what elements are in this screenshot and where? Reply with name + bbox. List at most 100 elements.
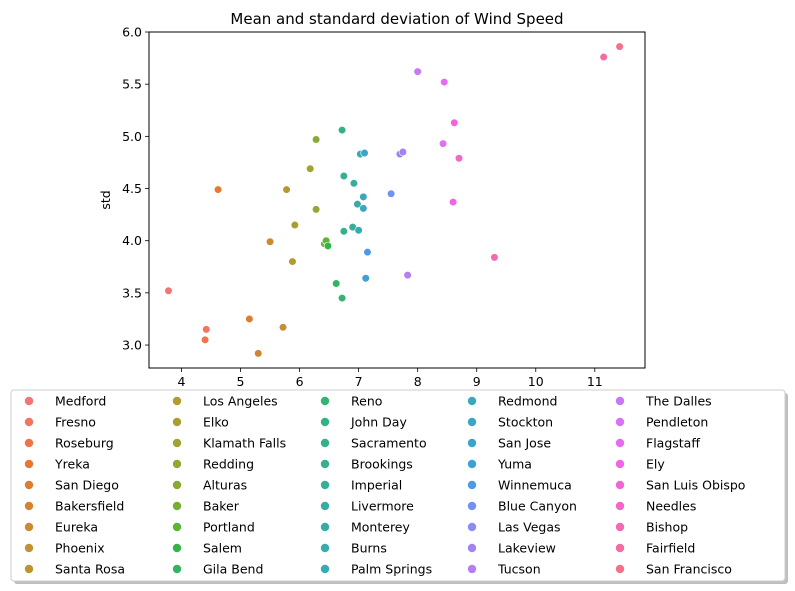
legend-label: Redding (203, 457, 254, 472)
legend-label: Los Angeles (203, 394, 278, 409)
y-tick-label: 4.0 (122, 233, 142, 248)
data-point (359, 192, 368, 201)
legend-label: Imperial (351, 478, 402, 493)
legend-marker (172, 522, 182, 532)
data-point (164, 286, 173, 295)
data-point (386, 189, 396, 198)
legend-label: Portland (203, 520, 255, 535)
legend-marker (172, 417, 182, 427)
legend-marker (172, 438, 182, 448)
y-tick-label: 3.0 (122, 338, 142, 353)
plot-area (148, 31, 646, 369)
legend-marker (320, 417, 330, 427)
legend-label: Blue Canyon (498, 499, 577, 514)
legend-marker (467, 417, 477, 427)
legend-label: Flagstaff (646, 436, 700, 451)
legend-label: John Day (350, 415, 407, 430)
data-point (413, 67, 422, 76)
data-point (323, 241, 333, 251)
legend-label: San Francisco (646, 562, 732, 577)
legend-marker (467, 564, 477, 574)
legend-marker (24, 438, 34, 448)
data-point (245, 314, 254, 324)
legend-marker (615, 564, 625, 574)
legend-marker (467, 501, 477, 511)
data-point (599, 52, 608, 62)
legend-marker (24, 564, 34, 574)
data-point (361, 274, 370, 283)
data-point (278, 323, 288, 332)
legend-label: Salem (203, 541, 242, 556)
legend-marker (615, 480, 625, 490)
legend-label: Fresno (55, 415, 96, 430)
data-point (403, 271, 412, 280)
data-point (337, 293, 347, 303)
legend-label: Monterey (351, 520, 411, 535)
legend-label: Redmond (498, 394, 557, 409)
legend-label: Phoenix (55, 541, 105, 556)
data-point (288, 257, 297, 266)
legend-label: Burns (351, 541, 387, 556)
data-point (354, 226, 363, 235)
data-point (312, 135, 321, 144)
x-tick-label: 8 (414, 374, 422, 389)
legend-label: The Dalles (645, 394, 712, 409)
legend-marker (467, 459, 477, 469)
legend-label: Yreka (54, 457, 90, 472)
legend-marker (467, 438, 477, 448)
legend-label: San Jose (498, 436, 551, 451)
y-axis-label: std (98, 190, 113, 209)
legend-marker (24, 396, 34, 406)
legend-label: Winnemuca (498, 478, 572, 493)
legend-marker (467, 522, 477, 532)
legend-marker (24, 543, 34, 553)
legend-items: Medford Fresno Roseburg Yreka San Diego Baker… (24, 394, 745, 577)
legend-marker (172, 543, 182, 553)
data-point (353, 200, 362, 209)
x-tick-label: 9 (473, 374, 481, 389)
legend-marker (24, 417, 34, 427)
legend-marker (320, 480, 330, 490)
legend-marker (172, 480, 182, 490)
legend-marker (467, 396, 477, 406)
data-point (200, 335, 210, 344)
legend-marker (615, 501, 625, 511)
legend-marker (24, 522, 34, 532)
legend-marker (615, 396, 625, 406)
legend-label: Medford (55, 394, 106, 409)
data-point (290, 220, 299, 230)
legend-label: Bakersfield (55, 499, 124, 514)
x-tick-label: 11 (587, 374, 603, 389)
data-point (339, 171, 348, 181)
legend-label: Reno (351, 394, 382, 409)
y-tick-label: 5.0 (122, 129, 142, 144)
data-point (448, 197, 458, 207)
legend-marker (615, 417, 625, 427)
legend-marker (24, 501, 34, 511)
legend-label: Elko (203, 415, 229, 430)
legend-marker (320, 501, 330, 511)
data-point (254, 349, 263, 358)
legend-marker (467, 480, 477, 490)
legend-label: San Luis Obispo (646, 478, 745, 493)
chart-title: Mean and standard deviation of Wind Spee… (230, 10, 563, 28)
legend-marker (172, 564, 182, 574)
legend-label: Fairfield (646, 541, 695, 556)
data-point (454, 154, 464, 163)
legend-marker (320, 396, 330, 406)
data-point (450, 118, 459, 127)
legend-label: Gila Bend (203, 562, 263, 577)
data-point (312, 205, 321, 214)
legend-marker (24, 480, 34, 490)
legend-marker (320, 522, 330, 532)
x-tick-label: 4 (177, 374, 185, 389)
legend-label: Santa Rosa (55, 562, 125, 577)
legend-marker (320, 438, 330, 448)
legend-label: Livermore (351, 499, 414, 514)
legend-marker (615, 438, 625, 448)
x-axis: 4 5 6 7 8 9 10 11 (177, 368, 603, 389)
data-point (359, 204, 368, 213)
y-axis: 3.0 3.5 4.0 4.5 5.0 5.5 6.0 (122, 25, 149, 353)
legend-marker (615, 522, 625, 532)
legend-label: Lakeview (498, 541, 556, 556)
